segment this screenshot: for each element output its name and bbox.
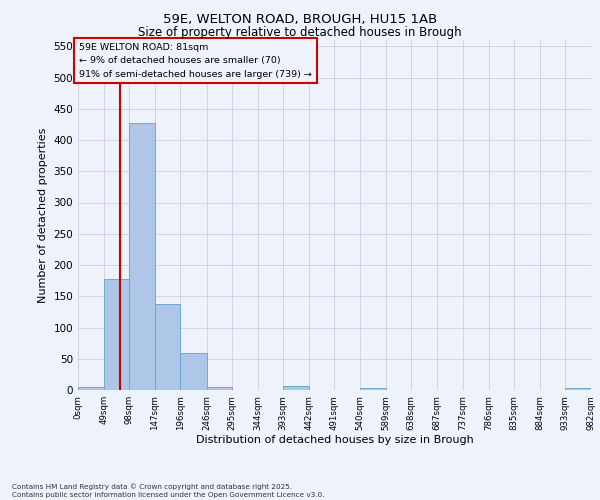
Y-axis label: Number of detached properties: Number of detached properties: [38, 128, 48, 302]
Text: Size of property relative to detached houses in Brough: Size of property relative to detached ho…: [138, 26, 462, 39]
Bar: [360, 388, 386, 390]
Bar: [565, 388, 591, 390]
Bar: [78, 387, 104, 390]
Bar: [206, 387, 232, 390]
Text: 59E WELTON ROAD: 81sqm
← 9% of detached houses are smaller (70)
91% of semi-deta: 59E WELTON ROAD: 81sqm ← 9% of detached …: [79, 43, 312, 78]
Bar: [104, 279, 129, 390]
Bar: [283, 386, 309, 390]
Text: 59E, WELTON ROAD, BROUGH, HU15 1AB: 59E, WELTON ROAD, BROUGH, HU15 1AB: [163, 12, 437, 26]
Bar: [129, 122, 155, 390]
Bar: [181, 353, 206, 390]
Bar: [155, 304, 181, 390]
X-axis label: Distribution of detached houses by size in Brough: Distribution of detached houses by size …: [196, 436, 473, 446]
Text: Contains HM Land Registry data © Crown copyright and database right 2025.
Contai: Contains HM Land Registry data © Crown c…: [12, 484, 325, 498]
